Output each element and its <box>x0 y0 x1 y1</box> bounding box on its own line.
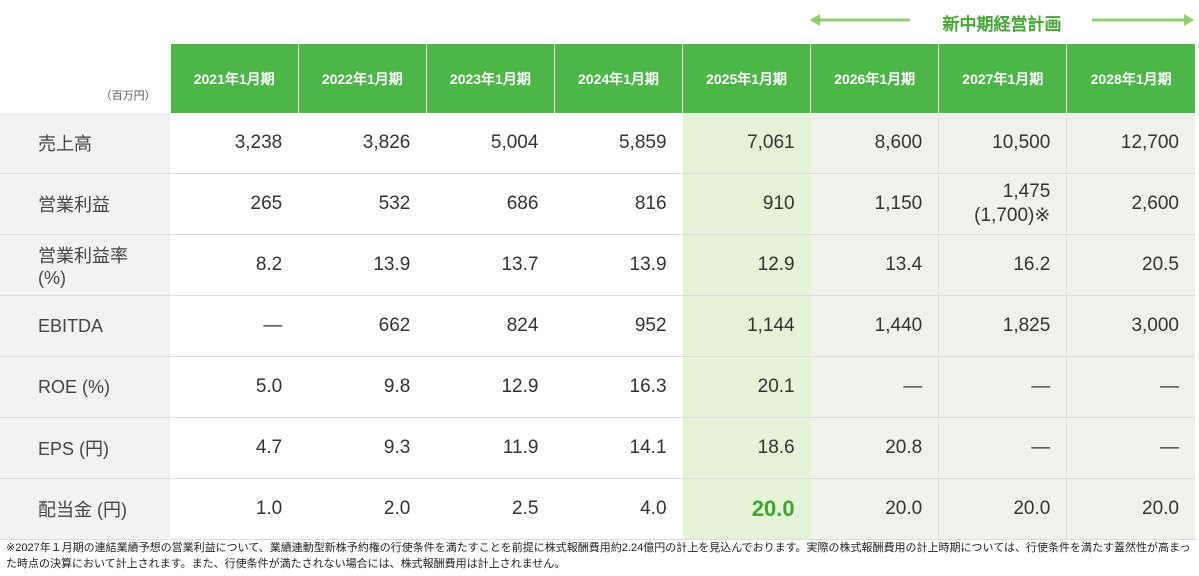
financial-table: （百万円） 2021年1月期 2022年1月期 2023年1月期 2024年1月期 202… <box>0 44 1195 540</box>
cell: 4.7 <box>170 417 299 479</box>
cell: 1,475 (1,700)※ <box>938 173 1067 235</box>
cell: — <box>1066 417 1195 479</box>
cell: 13.7 <box>426 234 555 296</box>
cell: 5,859 <box>554 113 683 174</box>
cell: 952 <box>554 295 683 357</box>
cell: 1,144 <box>682 295 811 357</box>
cell: 7,061 <box>682 113 811 174</box>
cell: 532 <box>298 173 427 235</box>
cell: 1,825 <box>938 295 1067 357</box>
table-row: ROE (%) 5.0 9.8 12.9 16.3 20.1— — — <box>0 356 1195 418</box>
cell: 2.0 <box>298 478 427 540</box>
column-header: 2021年1月期 <box>169 44 299 113</box>
cell: 4.0 <box>554 478 683 540</box>
cell: 20.0 <box>682 478 811 540</box>
cell: — <box>1066 356 1195 418</box>
table-row: EBITDA —662 824 952 1,144 1,440 1,825 3,000 <box>0 295 1195 357</box>
cell: 5,004 <box>426 113 555 174</box>
cell: 8.2 <box>170 234 299 296</box>
row-label: EBITDA <box>0 295 171 357</box>
cell: 5.0 <box>170 356 299 418</box>
row-label: 配当金 (円) <box>0 478 171 540</box>
row-label: ROE (%) <box>0 356 171 418</box>
row-label: EPS (円) <box>0 417 171 479</box>
cell: 12.9 <box>426 356 555 418</box>
cell: 12.9 <box>682 234 811 296</box>
column-header: 2024年1月期 <box>553 44 683 113</box>
cell: — <box>938 356 1067 418</box>
cell: 9.3 <box>298 417 427 479</box>
table-row: 営業利益 265 532 686 816 910 1,150 1,475 (1,700)※ 2,6… <box>0 173 1195 235</box>
column-header: 2022年1月期 <box>297 44 427 113</box>
cell: 11.9 <box>426 417 555 479</box>
table-row: 配当金 (円) 1.0 2.0 2.5 4.0 20.0 20.0 20.0 20.0 <box>0 478 1195 540</box>
cell: 1.0 <box>170 478 299 540</box>
cell: 816 <box>554 173 683 235</box>
cell-line: (1,700)※ <box>974 205 1051 226</box>
cell: 13.9 <box>554 234 683 296</box>
cell: 1,150 <box>810 173 939 235</box>
cell: 8,600 <box>810 113 939 174</box>
cell: 824 <box>426 295 555 357</box>
cell: 16.2 <box>938 234 1067 296</box>
table-row: 営業利益率(%) 8.2 13.9 13.7 13.9 12.9 13.4 16.2 20.5 <box>0 234 1195 296</box>
cell: 18.6 <box>682 417 811 479</box>
cell: — <box>170 295 299 357</box>
cell: 2.5 <box>426 478 555 540</box>
cell: 3,000 <box>1066 295 1195 357</box>
cell: 20.0 <box>810 478 939 540</box>
cell: — <box>938 417 1067 479</box>
table-body: 売上高 3,238 3,826 5,004 5,859 7,061 8,600 10,500 1… <box>0 113 1195 540</box>
cell: 10,500 <box>938 113 1067 174</box>
cell: 686 <box>426 173 555 235</box>
column-header: 2026年1月期 <box>810 44 939 113</box>
cell: 265 <box>170 173 299 235</box>
cell: 3,238 <box>170 113 299 174</box>
table-row: 売上高 3,238 3,826 5,004 5,859 7,061 8,600 10,500 1… <box>0 113 1195 174</box>
cell: 13.4 <box>810 234 939 296</box>
cell: 3,826 <box>298 113 427 174</box>
cell: 2,600 <box>1066 173 1195 235</box>
cell: 910 <box>682 173 811 235</box>
column-header: 2023年1月期 <box>425 44 555 113</box>
cell: — <box>810 356 939 418</box>
cell-line: 1,475 <box>1002 181 1051 202</box>
cell: 1,440 <box>810 295 939 357</box>
cell: 9.8 <box>298 356 427 418</box>
row-label: 売上高 <box>0 113 171 174</box>
banner-arrows <box>810 14 1194 26</box>
plan-banner: 新中期経営計画 <box>810 4 1194 36</box>
column-header: 2025年1月期 <box>682 44 811 113</box>
cell: 662 <box>298 295 427 357</box>
banner-title: 新中期経営計画 <box>942 15 1062 34</box>
cell: 16.3 <box>554 356 683 418</box>
header-row: （百万円） 2021年1月期 2022年1月期 2023年1月期 2024年1月期 202… <box>0 44 1195 113</box>
footnote: ※2027年１月期の連結業績予想の営業利益について、業績連動型新株予約権の行使条… <box>6 542 1191 570</box>
cell: 20.1 <box>682 356 811 418</box>
cell: 14.1 <box>554 417 683 479</box>
cell: 20.5 <box>1066 234 1195 296</box>
cell: 20.0 <box>1066 478 1195 540</box>
unit-label: （百万円） <box>0 44 171 113</box>
cell: 12,700 <box>1066 113 1195 174</box>
cell: 13.9 <box>298 234 427 296</box>
column-header: 2028年1月期 <box>1066 44 1195 113</box>
cell: 20.0 <box>938 478 1067 540</box>
table-row: EPS (円) 4.7 9.3 11.9 14.1 18.6 20.8— — <box>0 417 1195 479</box>
row-label: 営業利益率(%) <box>0 234 171 296</box>
column-header: 2027年1月期 <box>938 44 1067 113</box>
cell: 20.8 <box>810 417 939 479</box>
row-label: 営業利益 <box>0 173 171 235</box>
